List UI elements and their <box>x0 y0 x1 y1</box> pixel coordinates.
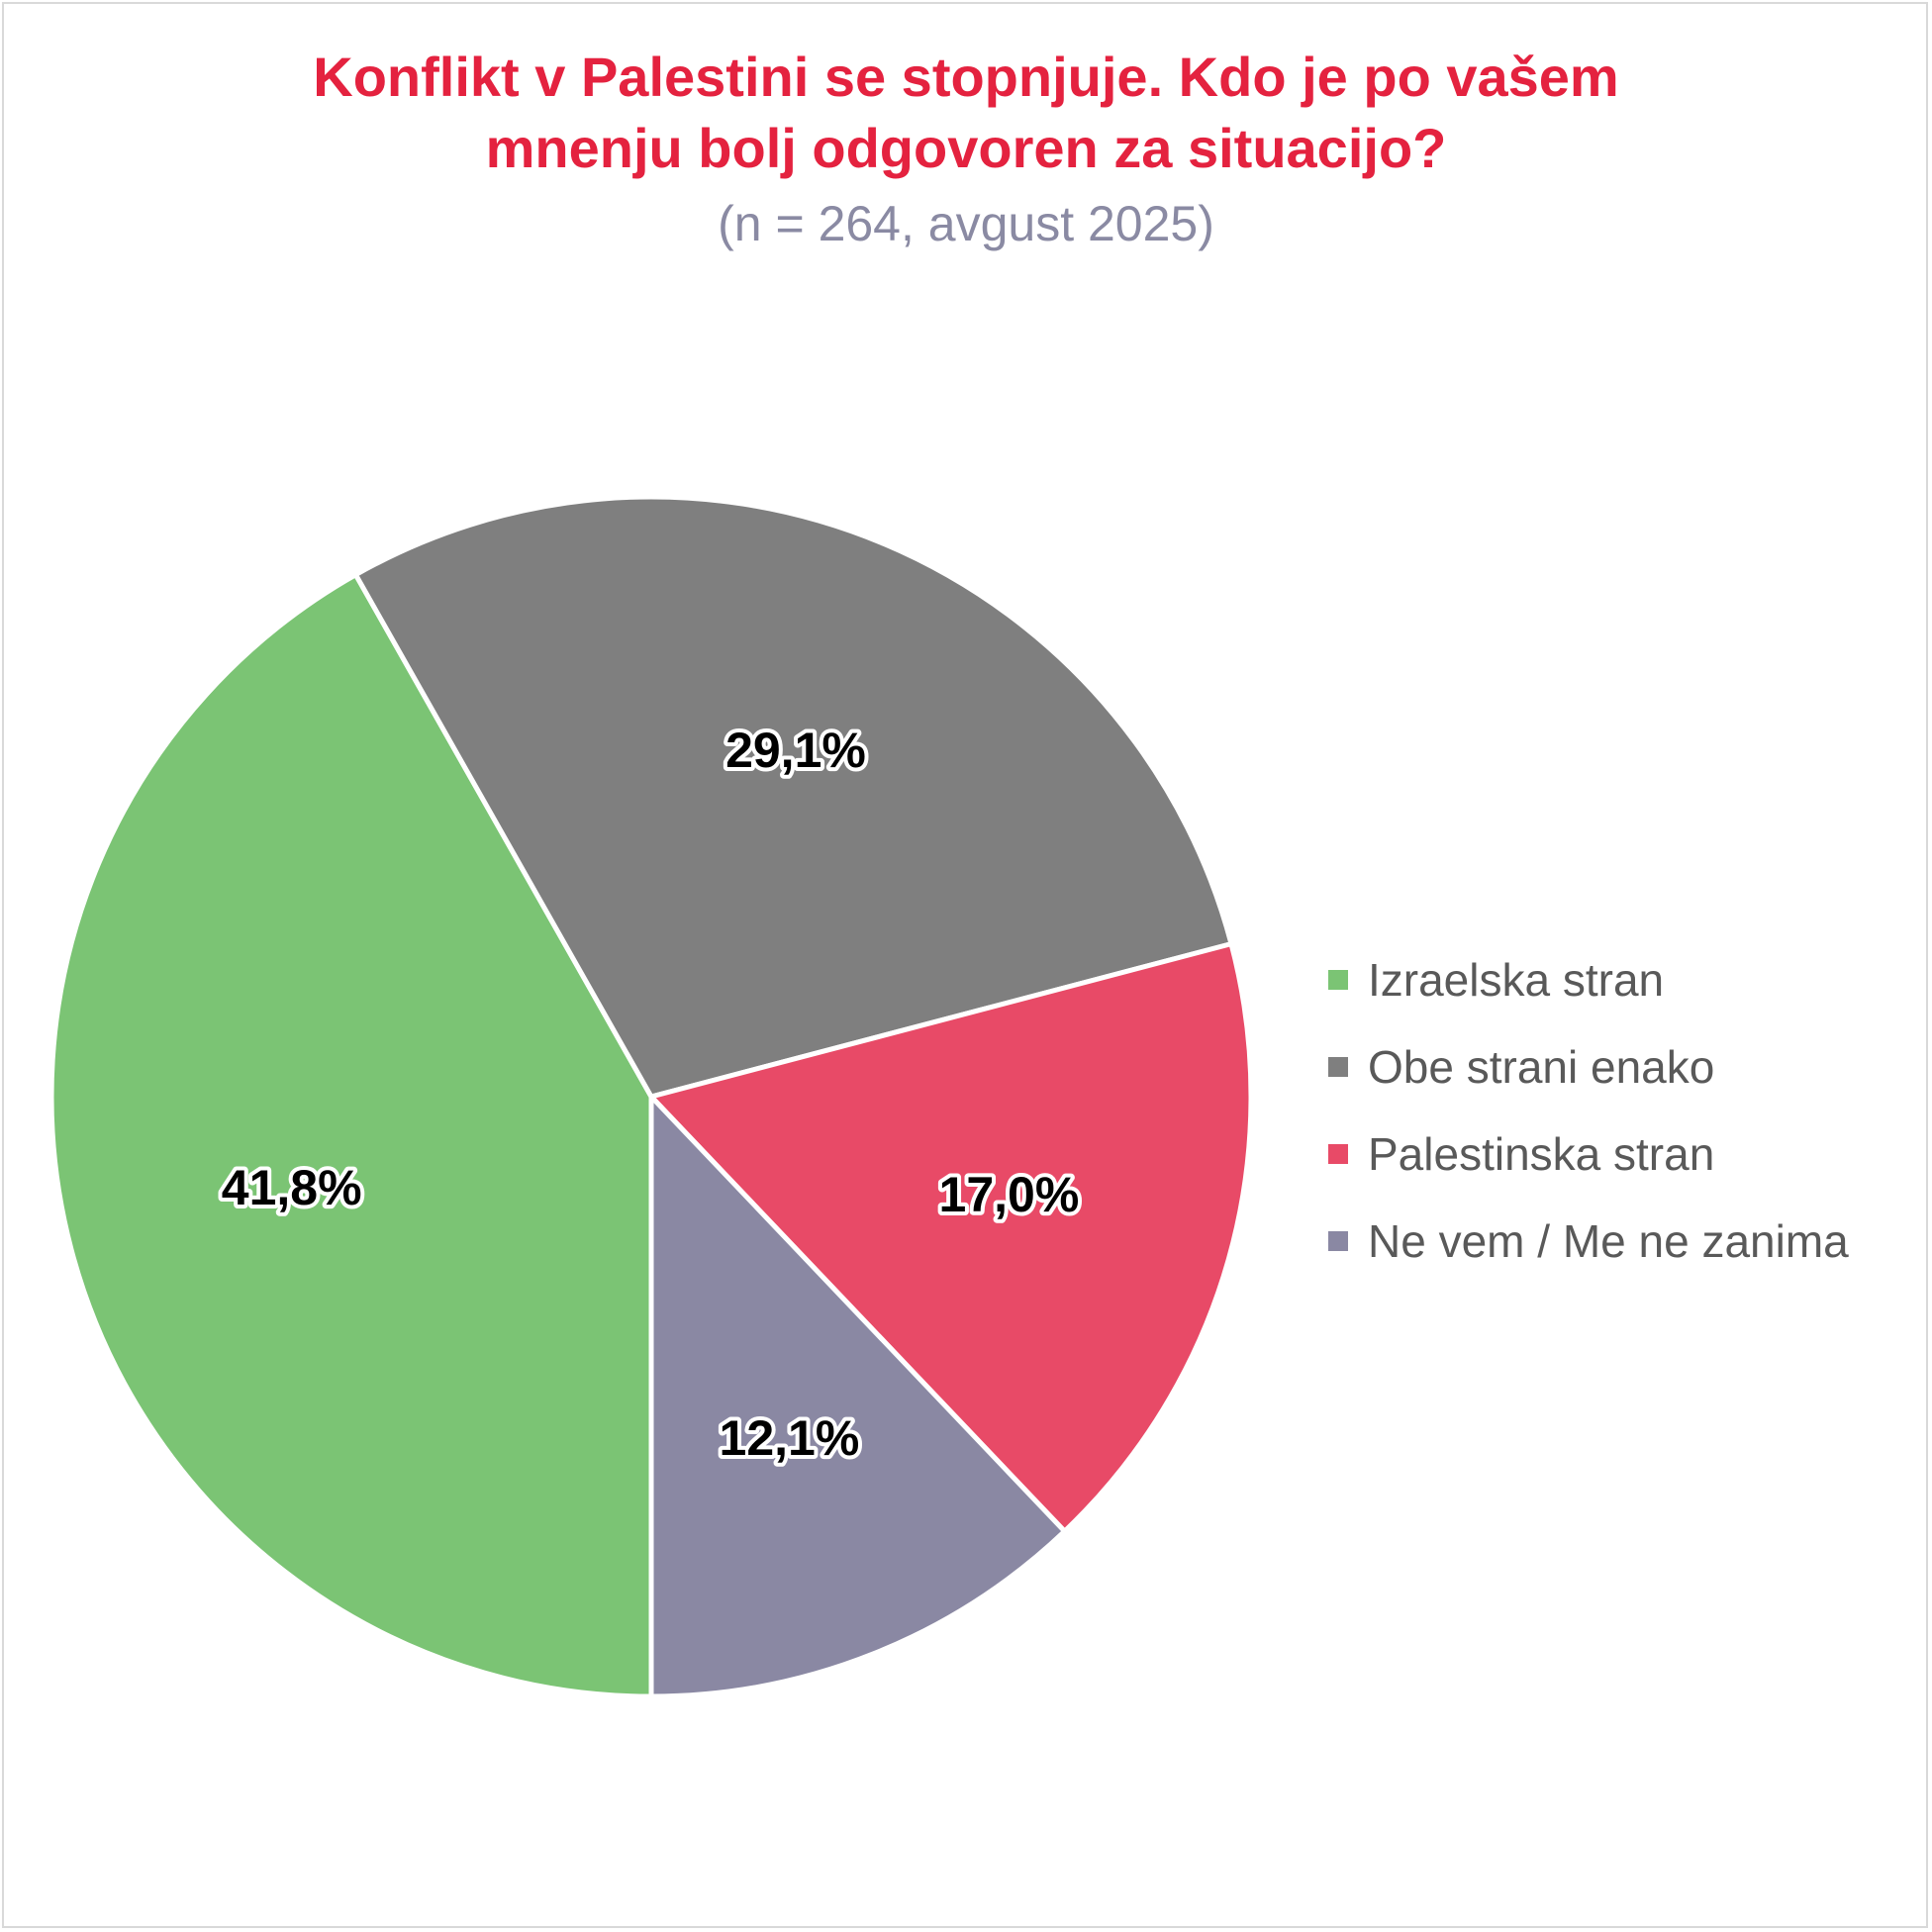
pie-slice-2 <box>352 494 1234 1100</box>
data-label-3: 17,0% <box>939 1167 1080 1222</box>
pie-slice-1 <box>48 572 654 1699</box>
legend-label: Palestinska stran <box>1368 1128 1715 1180</box>
legend-swatch <box>1328 1057 1348 1077</box>
data-label-2: 29,1% <box>725 723 866 778</box>
legend-item-izraelska-stran: Izraelska stran <box>1328 936 1849 1023</box>
chart-title-line-1: Konflikt v Palestini se stopnjuje. Kdo j… <box>313 46 1619 108</box>
legend-swatch <box>1328 1144 1348 1164</box>
legend-label: Obe strani enako <box>1368 1041 1715 1093</box>
chart-title: Konflikt v Palestini se stopnjuje. Kdo j… <box>0 42 1932 184</box>
chart-title-line-2: mnenju bolj odgovoren za situacijo? <box>485 117 1447 179</box>
chart-subtitle: (n = 264, avgust 2025) <box>718 196 1214 251</box>
legend-item-obe-strani-enako: Obe strani enako <box>1328 1023 1849 1111</box>
legend-item-palestinska-stran: Palestinska stran <box>1328 1111 1849 1198</box>
pie-slices <box>48 494 1254 1699</box>
legend-label: Izraelska stran <box>1368 954 1665 1006</box>
legend-swatch <box>1328 970 1348 990</box>
pie-slice-3 <box>648 941 1254 1534</box>
legend-swatch <box>1328 1231 1348 1251</box>
data-label-4: 12,1% <box>720 1410 860 1466</box>
legend-label: Ne vem / Me ne zanima <box>1368 1215 1849 1267</box>
legend-item-ne-vem: Ne vem / Me ne zanima <box>1328 1198 1849 1285</box>
data-label-1: 41,8% <box>222 1160 362 1215</box>
pie-slice-4 <box>648 1094 1068 1699</box>
legend: Izraelska stran Obe strani enako Palesti… <box>1328 936 1849 1285</box>
pie-labels: 41,8% 29,1% 17,0% 12,1% <box>218 719 1084 1470</box>
